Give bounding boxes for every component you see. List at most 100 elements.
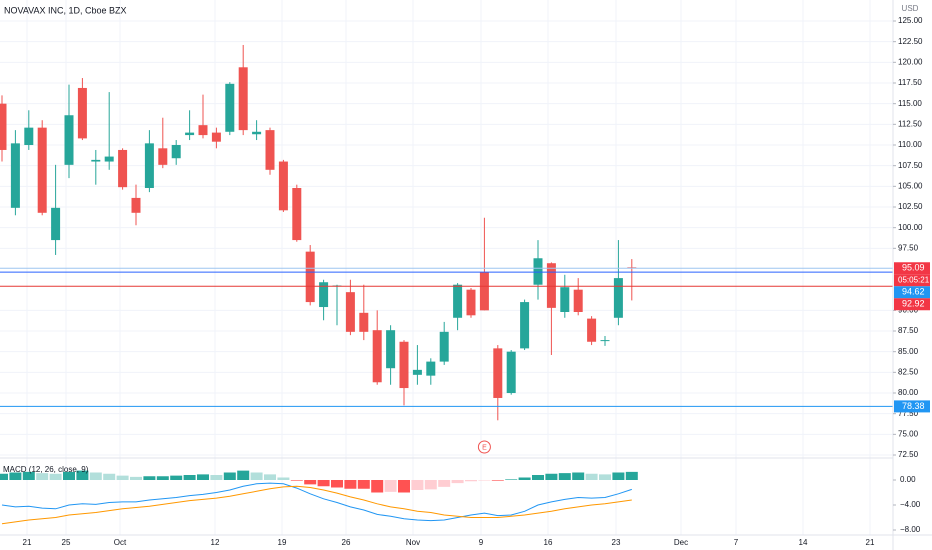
macd-histogram-bar [76, 470, 89, 480]
y-tick-label: 110.00 [898, 140, 922, 149]
candle-body [118, 149, 128, 188]
y-tick-label: 107.50 [898, 161, 923, 170]
macd-histogram-bar [264, 474, 276, 480]
x-tick-label: 19 [278, 538, 287, 547]
countdown-badge [894, 274, 930, 287]
candle-body [587, 318, 597, 342]
price-badge-label: 95.09 [902, 263, 925, 273]
price-badge [894, 298, 930, 311]
y-tick-label: 87.50 [898, 326, 919, 335]
y-tick-label: 100.00 [898, 223, 923, 232]
macd-histogram-bar [532, 475, 544, 480]
price-badge [894, 262, 930, 275]
macd-histogram-bar [210, 475, 223, 480]
x-tick-label: 7 [734, 538, 739, 547]
macd-histogram-bar [304, 480, 317, 485]
x-tick-label: 25 [62, 538, 71, 547]
macd-histogram-bar [317, 480, 330, 487]
y-tick-label: 112.50 [898, 119, 922, 128]
chart-title: NOVAVAX INC, 1D, Cboe BZX [4, 5, 127, 15]
candle-body [520, 302, 530, 349]
x-tick-label: 21 [866, 538, 875, 547]
macd-histogram-bar [478, 480, 491, 481]
candle-body [144, 143, 154, 188]
x-tick-label: Nov [406, 538, 420, 547]
macd-histogram-bar [183, 475, 196, 480]
macd-histogram-bar [237, 470, 250, 480]
candle-body [399, 341, 409, 389]
candle-body [211, 132, 221, 142]
price-badge-label: 94.62 [902, 287, 925, 297]
macd-histogram-bar [143, 476, 156, 480]
macd-histogram-bar [36, 473, 49, 480]
candle-body [265, 130, 275, 170]
grid [0, 0, 893, 535]
y-tick-label: 0.00 [900, 475, 916, 484]
macd-histogram-bar [0, 473, 8, 480]
macd-histogram-bar [424, 480, 437, 490]
y-tick-label: 75.00 [898, 429, 919, 438]
candle-body [252, 131, 262, 135]
macd-histogram-bar [612, 472, 625, 480]
price-badge-label: 78.38 [902, 401, 925, 411]
y-tick-label: 125.00 [898, 16, 923, 25]
macd-histogram-bar [384, 480, 397, 492]
candle-body [131, 197, 141, 213]
x-tick-label: Dec [674, 538, 688, 547]
macd-histogram-bar [491, 480, 504, 481]
macd-histogram-bar [156, 476, 169, 480]
overlay: 21 25 Oct 12 19 26 Nov 9 16 23 Dec 7 14 21 125.00 122.5… [23, 16, 930, 547]
macd-histogram-bar [398, 480, 410, 493]
candle-body [91, 159, 101, 162]
y-tick-label: 80.00 [898, 388, 919, 397]
macd-histogram-bar [357, 480, 370, 489]
earnings-marker [477, 440, 491, 454]
macd-histogram-bar [197, 474, 209, 480]
candle-body [613, 278, 623, 318]
candle-body [493, 348, 503, 398]
x-tick-label: 12 [211, 538, 220, 547]
y-tick-label: 82.50 [898, 367, 919, 376]
y-tick-label: −4.00 [900, 500, 921, 509]
candle-body [359, 312, 369, 332]
macd-histogram-bar [585, 473, 598, 480]
macd-histogram-bar [451, 480, 464, 484]
y-tick-label: 102.50 [898, 202, 923, 211]
macd-histogram-bar [89, 472, 102, 480]
y-tick-label: 72.50 [898, 450, 919, 459]
candle-body [560, 287, 570, 312]
y-tick-label: 77.50 [898, 409, 919, 418]
candle-body [466, 289, 476, 316]
macd-histogram-bar [558, 473, 571, 480]
macd-histogram-bar [411, 480, 424, 490]
candle-body [372, 330, 382, 383]
price-badge-label: 92.92 [902, 299, 925, 309]
x-tick-label: 9 [479, 538, 484, 547]
macd-histogram-bar [572, 472, 585, 480]
macd-histogram-bar [625, 471, 638, 480]
x-tick-label: 21 [23, 538, 32, 547]
macd-histogram-bar [63, 471, 75, 480]
price-badge [894, 400, 930, 413]
macd-histogram-bar [438, 480, 451, 487]
macd-line [1, 485, 632, 525]
macd-line [1, 482, 632, 522]
candle-body [305, 251, 315, 303]
currency: USD [902, 4, 919, 13]
macd-histogram-bar [371, 480, 384, 493]
macd-histogram-bar [49, 473, 62, 480]
candle-body [573, 289, 583, 312]
earnings-label: E [482, 444, 487, 451]
y-tick-label: 122.50 [898, 37, 923, 46]
candle-body [278, 161, 288, 211]
macd-histogram-bar [290, 480, 303, 481]
candle-body [185, 132, 195, 136]
candle-body [319, 282, 329, 308]
candle-body [386, 330, 396, 369]
plot [0, 44, 893, 525]
candle-body [64, 115, 74, 165]
candle-body [225, 83, 235, 132]
candle-body [77, 87, 87, 139]
macd-histogram-bar [518, 477, 531, 480]
candle-body [345, 292, 355, 332]
